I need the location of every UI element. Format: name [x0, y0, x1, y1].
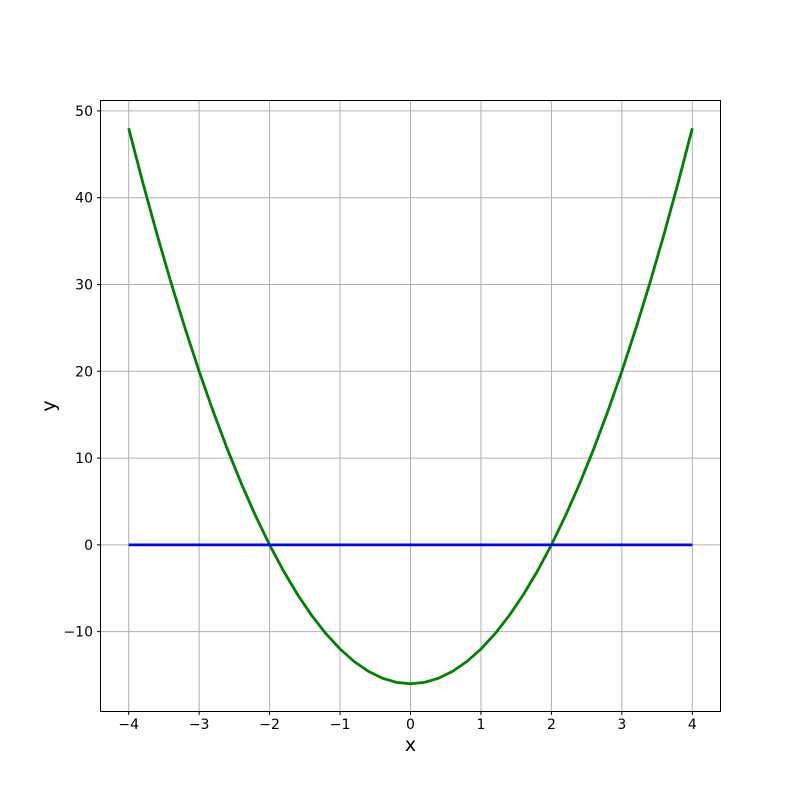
x-tick-label: −2 — [259, 717, 280, 733]
y-tick-label: −10 — [63, 625, 93, 641]
x-tick-label: −3 — [189, 717, 210, 733]
y-axis-label: y — [38, 400, 60, 411]
x-tick-label: −1 — [330, 717, 351, 733]
grid-layer — [100, 100, 721, 712]
series-layer — [127, 127, 694, 686]
series-quadratic_curve — [127, 127, 694, 686]
y-tick-label: 30 — [75, 277, 93, 293]
x-tick-label: 4 — [688, 717, 697, 733]
y-tick-label: 10 — [75, 451, 93, 467]
x-tick-label: 2 — [547, 717, 556, 733]
x-tick-label: 1 — [476, 717, 485, 733]
x-tick-label: 3 — [617, 717, 626, 733]
y-tick-label: 50 — [75, 104, 93, 120]
axes-layer — [97, 100, 721, 715]
x-axis-label: x — [405, 734, 416, 756]
y-tick-label: 0 — [84, 538, 93, 554]
y-tick-label: 40 — [75, 191, 93, 207]
x-tick-label: −4 — [118, 717, 139, 733]
x-tick-label: 0 — [406, 717, 415, 733]
y-tick-label: 20 — [75, 364, 93, 380]
